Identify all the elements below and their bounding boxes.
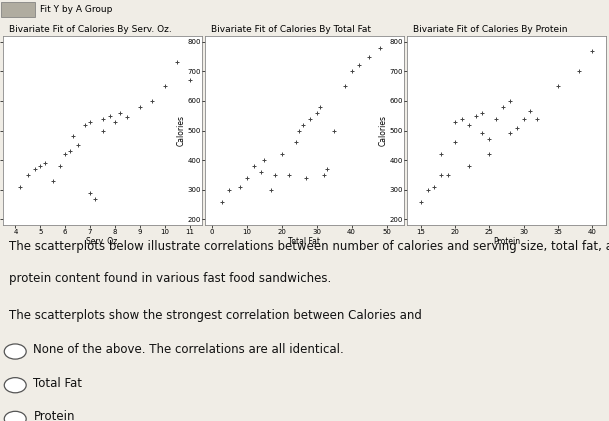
Point <box>235 184 245 190</box>
Point <box>30 165 40 172</box>
Point <box>249 163 259 169</box>
Point <box>423 187 432 193</box>
X-axis label: Protein: Protein <box>493 237 520 246</box>
Point <box>97 127 107 134</box>
Text: Bivariate Fit of Calories By Protein: Bivariate Fit of Calories By Protein <box>413 25 568 34</box>
Point <box>477 130 487 137</box>
Point <box>256 168 266 175</box>
Point <box>72 142 82 149</box>
Point <box>225 187 234 193</box>
Point <box>322 165 332 172</box>
Point <box>301 174 311 181</box>
Point <box>532 115 542 122</box>
Point <box>294 127 304 134</box>
Point <box>505 130 515 137</box>
Point <box>185 77 194 83</box>
Point <box>172 59 182 66</box>
Point <box>354 62 364 69</box>
Text: protein content found in various fast food sandwiches.: protein content found in various fast fo… <box>9 272 331 285</box>
Point <box>519 115 529 122</box>
Point <box>485 136 495 143</box>
Text: Total Fat: Total Fat <box>33 377 82 389</box>
Point <box>105 112 115 119</box>
Point <box>416 198 426 205</box>
Point <box>587 47 597 54</box>
Point <box>464 163 474 169</box>
Point <box>315 104 325 110</box>
X-axis label: Total Fat: Total Fat <box>289 237 320 246</box>
Text: None of the above. The correlations are all identical.: None of the above. The correlations are … <box>33 343 344 356</box>
Point <box>437 151 446 157</box>
Point <box>85 118 95 125</box>
Point <box>298 121 308 128</box>
Point <box>574 68 583 75</box>
Point <box>115 109 125 116</box>
Point <box>347 68 356 75</box>
Point <box>340 83 350 90</box>
Point <box>429 184 439 190</box>
Point <box>277 151 287 157</box>
Point <box>291 139 301 146</box>
Text: Bivariate Fit of Calories By Serv. Oz.: Bivariate Fit of Calories By Serv. Oz. <box>9 25 172 34</box>
Text: Bivariate Fit of Calories By Total Fat: Bivariate Fit of Calories By Total Fat <box>211 25 371 34</box>
Point <box>284 171 294 178</box>
Point <box>512 124 522 131</box>
Point <box>553 83 563 90</box>
Point <box>16 184 26 190</box>
Point <box>135 104 145 110</box>
Point <box>477 109 487 116</box>
Point <box>122 114 132 120</box>
Point <box>464 121 474 128</box>
Point <box>65 148 75 155</box>
Point <box>270 171 280 178</box>
Point <box>364 53 374 60</box>
Point <box>267 187 276 193</box>
Point <box>23 171 33 178</box>
Point <box>485 151 495 157</box>
Point <box>40 160 50 166</box>
Point <box>60 151 70 157</box>
Point <box>80 121 90 128</box>
Point <box>305 115 315 122</box>
Text: The scatterplots show the strongest correlation between Calories and: The scatterplots show the strongest corr… <box>9 309 422 322</box>
Point <box>85 189 95 196</box>
Y-axis label: Calories: Calories <box>177 115 186 146</box>
Point <box>68 133 77 140</box>
Point <box>457 115 466 122</box>
Point <box>259 157 269 163</box>
Point <box>55 163 65 169</box>
Point <box>110 118 120 125</box>
Point <box>375 44 384 51</box>
Point <box>498 104 508 110</box>
Point <box>90 195 100 202</box>
Text: The scatterplots below illustrate correlations between number of calories and se: The scatterplots below illustrate correl… <box>9 240 609 253</box>
Text: Protein: Protein <box>33 410 75 421</box>
Point <box>505 98 515 104</box>
Y-axis label: Calories: Calories <box>379 115 388 146</box>
Bar <box>1 2 35 17</box>
Point <box>160 83 169 90</box>
Point <box>48 178 58 184</box>
Point <box>437 171 446 178</box>
Point <box>147 98 157 104</box>
Point <box>491 115 501 122</box>
X-axis label: Serv. Oz.: Serv. Oz. <box>86 237 119 246</box>
Point <box>526 108 535 115</box>
Point <box>450 118 460 125</box>
Text: Fit Y by A Group: Fit Y by A Group <box>40 5 112 14</box>
Point <box>319 171 329 178</box>
Point <box>217 198 227 205</box>
Point <box>242 174 252 181</box>
Point <box>97 115 107 122</box>
Point <box>450 139 460 146</box>
Point <box>35 163 45 169</box>
Point <box>443 171 453 178</box>
Point <box>329 127 339 134</box>
Point <box>312 109 322 116</box>
Point <box>471 112 481 119</box>
